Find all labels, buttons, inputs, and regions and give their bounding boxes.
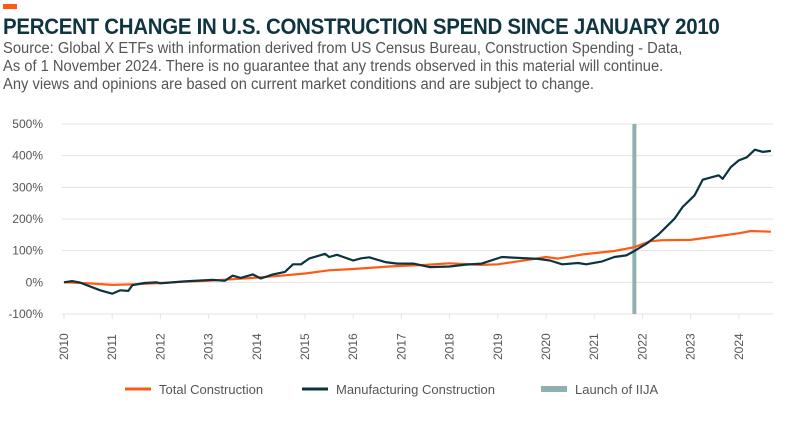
chart-subtitle: Source: Global X ETFs with information d… xyxy=(3,40,763,94)
x-tick-label: 2024 xyxy=(732,333,746,360)
y-tick-label: 0% xyxy=(26,275,44,289)
y-tick-label: 400% xyxy=(12,149,43,163)
x-tick-label: 2021 xyxy=(587,333,601,360)
subtitle-line: Source: Global X ETFs with information d… xyxy=(3,40,683,57)
y-tick-label: -100% xyxy=(8,307,43,321)
x-tick-label: 2014 xyxy=(250,333,264,360)
x-tick-label: 2019 xyxy=(491,333,505,360)
x-tick-label: 2010 xyxy=(57,333,71,360)
series-line-total xyxy=(63,229,771,286)
legend: Total Construction Manufacturing Constru… xyxy=(125,382,658,397)
x-tick-label: 2012 xyxy=(153,333,167,360)
x-tick-label: 2023 xyxy=(684,333,698,360)
legend-swatch-iija xyxy=(541,386,567,392)
x-tick-label: 2016 xyxy=(346,333,360,360)
x-tick-label: 2011 xyxy=(105,334,119,360)
accent-bar xyxy=(3,4,17,9)
subtitle-line: Any views and opinions are based on curr… xyxy=(3,76,595,93)
y-tick-label: 100% xyxy=(12,244,43,258)
legend-label-iija: Launch of IIJA xyxy=(575,382,658,397)
chart-title: PERCENT CHANGE IN U.S. CONSTRUCTION SPEN… xyxy=(3,14,720,39)
y-tick-label: 500% xyxy=(12,117,43,131)
y-tick-label: 200% xyxy=(12,212,43,226)
legend-label-total: Total Construction xyxy=(159,382,263,397)
x-tick-label: 2013 xyxy=(202,333,216,360)
x-tick-label: 2020 xyxy=(539,333,553,360)
x-tick-label: 2022 xyxy=(635,333,649,360)
subtitle-line: As of 1 November 2024. There is no guara… xyxy=(3,58,664,75)
x-tick-label: 2017 xyxy=(394,333,408,360)
legend-label-manufacturing: Manufacturing Construction xyxy=(336,382,495,397)
series-line-manufacturing xyxy=(63,148,772,295)
x-tick-label: 2015 xyxy=(298,333,312,360)
y-tick-label: 300% xyxy=(12,180,43,194)
x-tick-label: 2018 xyxy=(443,333,457,360)
